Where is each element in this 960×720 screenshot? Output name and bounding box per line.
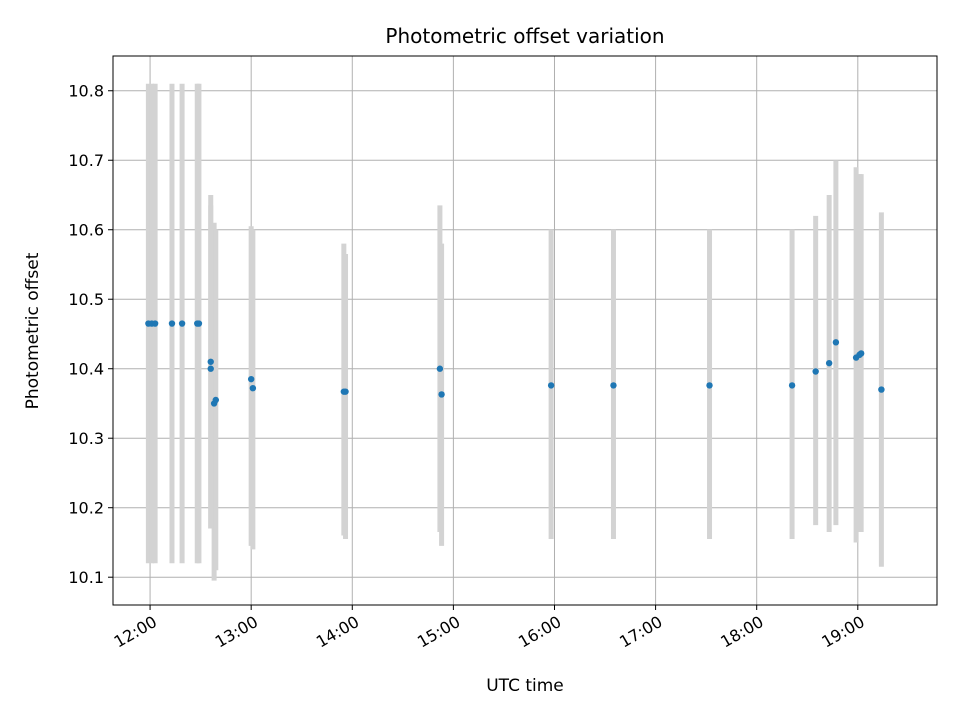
- y-tick-label: 10.3: [68, 429, 104, 448]
- y-axis-label: Photometric offset: [23, 252, 43, 409]
- data-point: [547, 382, 555, 389]
- y-tick-label: 10.6: [68, 221, 104, 240]
- data-point: [788, 382, 796, 389]
- data-point: [247, 375, 255, 383]
- data-point: [610, 382, 617, 389]
- y-tick-label: 10.7: [68, 151, 104, 170]
- data-point: [168, 320, 176, 327]
- data-point: [342, 388, 349, 395]
- chart-title: Photometric offset variation: [385, 24, 664, 48]
- data-point: [249, 384, 257, 392]
- grid: [113, 56, 937, 605]
- x-axis-label: UTC time: [486, 676, 564, 696]
- data-point: [832, 339, 840, 346]
- y-tick-label: 10.8: [68, 82, 104, 101]
- data-point: [212, 396, 219, 404]
- data-point: [207, 365, 214, 372]
- data-point: [207, 358, 214, 365]
- data-point: [436, 365, 444, 372]
- y-tick-label: 10.4: [68, 360, 104, 379]
- plot-frame: [112, 55, 938, 606]
- data-point: [438, 391, 445, 398]
- y-tick-label: 10.2: [68, 499, 104, 518]
- data-point: [857, 350, 865, 357]
- y-tick-label: 10.1: [68, 568, 104, 587]
- data-point: [812, 368, 819, 375]
- y-tick-label: 10.5: [68, 290, 104, 309]
- y-axis-ticks: 10.1 10.2 10.3 10.4 10.5 10.6 10.7 10.8: [68, 82, 113, 587]
- data-point: [151, 320, 159, 327]
- data-point: [825, 359, 833, 367]
- data-point: [195, 320, 203, 327]
- data-points: [145, 320, 885, 407]
- data-point: [706, 382, 713, 389]
- data-point: [178, 320, 186, 327]
- data-point: [878, 386, 885, 393]
